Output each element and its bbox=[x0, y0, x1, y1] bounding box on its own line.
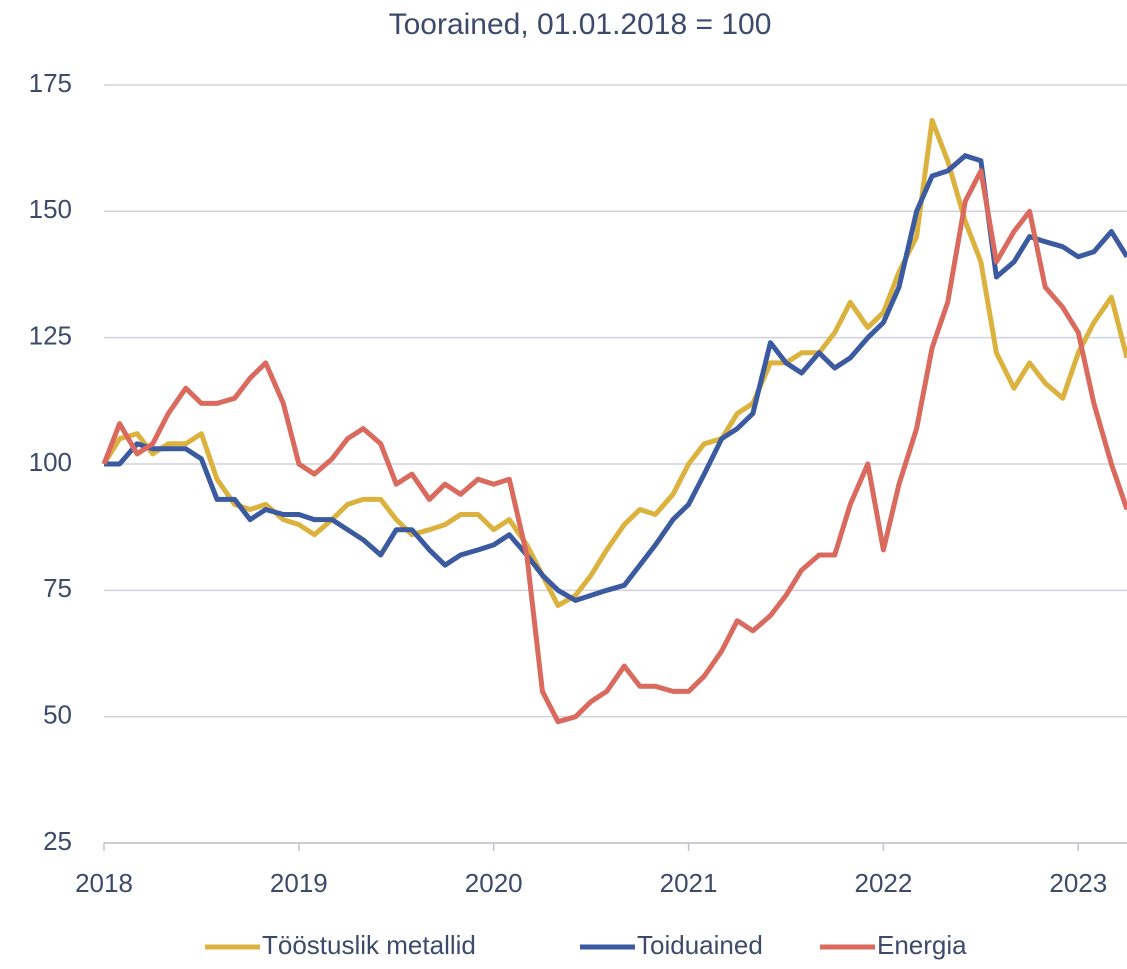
x-tick-label: 2022 bbox=[855, 868, 913, 898]
line bbox=[104, 153, 1127, 603]
y-tick-label: 75 bbox=[43, 573, 72, 603]
x-tick-label: 2020 bbox=[465, 868, 523, 898]
y-tick-label: 50 bbox=[43, 700, 72, 730]
y-tick-label: 25 bbox=[43, 826, 72, 856]
chart-title: Toorained, 01.01.2018 = 100 bbox=[389, 8, 772, 41]
x-tick-label: 2023 bbox=[1049, 868, 1107, 898]
y-tick-label: 125 bbox=[29, 321, 72, 351]
y-tick-label: 175 bbox=[29, 68, 72, 98]
legend-label: Energia bbox=[877, 930, 967, 960]
legend-label: Toiduained bbox=[637, 930, 763, 960]
legend-label: Tööstuslik metallid bbox=[262, 930, 476, 960]
y-tick-label: 100 bbox=[29, 447, 72, 477]
y-tick-label: 150 bbox=[29, 194, 72, 224]
x-tick-label: 2019 bbox=[270, 868, 328, 898]
x-tick-label: 2018 bbox=[75, 868, 133, 898]
line bbox=[101, 117, 1127, 608]
x-tick-label: 2021 bbox=[660, 868, 718, 898]
line bbox=[101, 168, 1127, 725]
